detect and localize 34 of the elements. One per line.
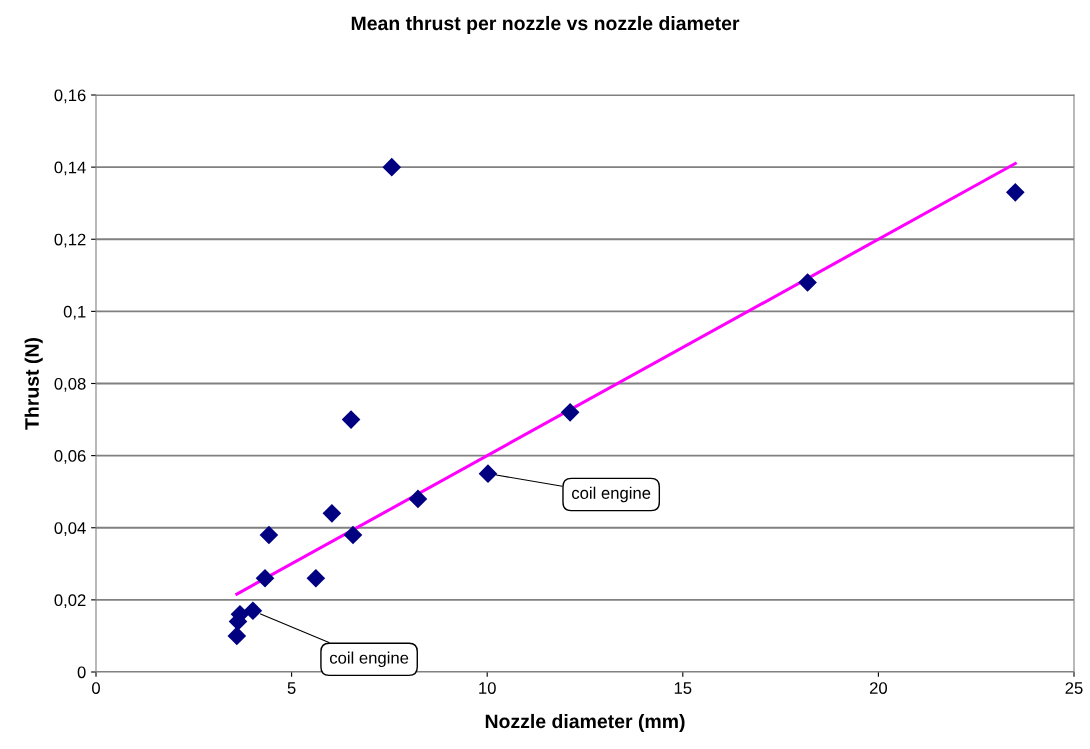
point: [322, 504, 342, 523]
point: [259, 525, 279, 545]
y-tick-label: 0,04: [54, 522, 86, 536]
point: [341, 410, 361, 429]
annotation: coil engine: [572, 486, 651, 503]
x-tick-label: 15: [674, 682, 692, 694]
y-tick-label: 0,06: [54, 450, 86, 464]
point: [382, 157, 402, 177]
point: [255, 568, 275, 588]
y-tick-label: 0,08: [54, 377, 86, 392]
y-axis-title: Thrust (N): [24, 338, 43, 430]
x-tick-label: 25: [1065, 682, 1083, 694]
y-tick-label: 0,16: [54, 89, 86, 104]
annotation: coil engine: [329, 651, 409, 668]
y-tick-label: 0,14: [54, 161, 86, 176]
y-tick-label: 0,02: [54, 594, 86, 609]
x-axis-title: Nozzle diameter (mm): [485, 713, 685, 733]
x-tick-label: 10: [479, 682, 496, 694]
point: [227, 626, 247, 646]
point: [408, 489, 428, 509]
x-tick-label: 5: [287, 682, 296, 694]
y-tick-label: 0: [77, 666, 86, 679]
y-tick-label: 0,1: [63, 305, 86, 320]
x-tick-label: 20: [869, 682, 888, 694]
x-tick-label: 0: [92, 682, 100, 694]
point: [1006, 183, 1025, 202]
y-tick-label: 0,12: [54, 233, 86, 248]
point: [798, 273, 817, 292]
chart-title: Mean thrust per nozzle vs nozzle diameter: [351, 15, 740, 35]
point: [478, 464, 498, 483]
point: [343, 525, 363, 545]
point: [560, 403, 580, 422]
point: [306, 568, 326, 588]
point: [243, 601, 263, 621]
